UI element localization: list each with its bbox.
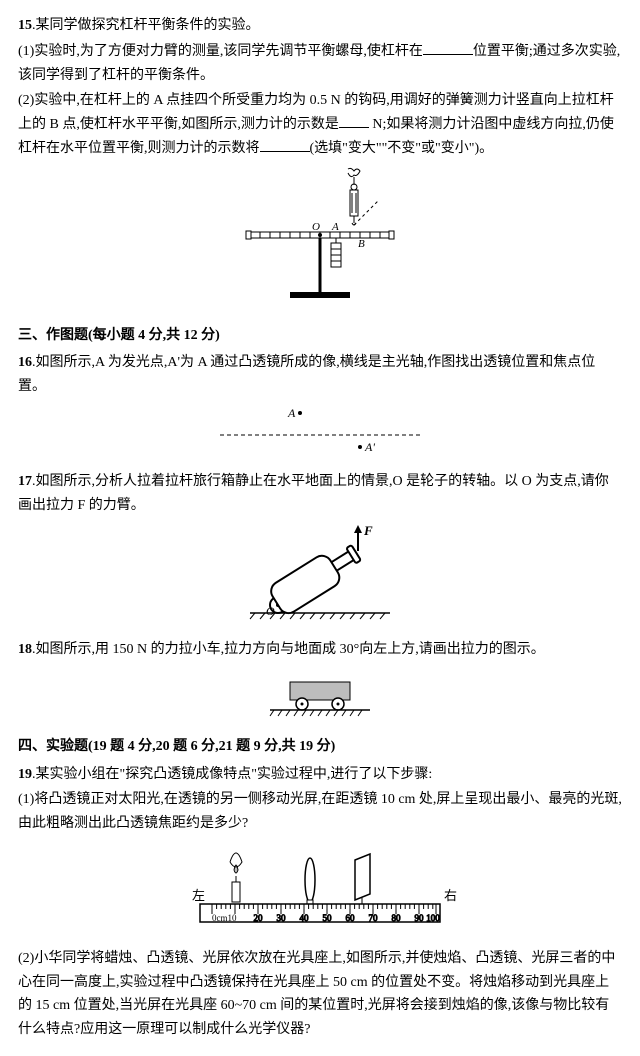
q17-num: 17	[18, 474, 32, 489]
q19-block: 19.某实验小组在"探究凸透镜成像特点"实验过程中,进行了以下步骤:	[18, 763, 622, 787]
q19-p1: (1)将凸透镜正对太阳光,在透镜的另一侧移动光屏,在距透镜 10 cm 处,屏上…	[18, 788, 622, 836]
q16-text: .如图所示,A 为发光点,A'为 A 通过凸透镜所成的像,横线是主光轴,作图找出…	[18, 355, 595, 394]
q16-num: 16	[18, 355, 32, 370]
q15-blank1	[423, 40, 473, 55]
q18-figure	[18, 668, 622, 727]
q15-p1: (1)实验时,为了方便对力臂的测量,该同学先调节平衡螺母,使杠杆在位置平衡;通过…	[18, 40, 622, 88]
svg-text:50: 50	[323, 913, 333, 923]
q15-block: 15.某同学做探究杠杆平衡条件的实验。	[18, 14, 622, 38]
q18-block: 18.如图所示,用 150 N 的力拉小车,拉力方向与地面成 30°向左上方,请…	[18, 638, 622, 662]
svg-text:F: F	[363, 523, 373, 538]
q15-title: .某同学做探究杠杆平衡条件的实验。	[32, 18, 260, 33]
svg-text:O: O	[312, 221, 320, 233]
q15-figure: O A B	[18, 167, 622, 316]
q18-num: 18	[18, 642, 32, 657]
q19-figure: 20 30 40 50 60 70 80 90 100 0cm10 左 右	[18, 842, 622, 941]
q18-text: .如图所示,用 150 N 的力拉小车,拉力方向与地面成 30°向左上方,请画出…	[32, 642, 545, 657]
q17-figure: O F	[18, 523, 622, 632]
svg-text:40: 40	[300, 913, 310, 923]
q17-text: .如图所示,分析人拉着拉杆旅行箱静止在水平地面上的情景,O 是轮子的转轴。以 O…	[18, 474, 609, 513]
svg-text:60: 60	[346, 913, 356, 923]
suitcase-diagram: O F	[240, 523, 400, 623]
section3-header: 三、作图题(每小题 4 分,共 12 分)	[18, 324, 622, 348]
q16-block: 16.如图所示,A 为发光点,A'为 A 通过凸透镜所成的像,横线是主光轴,作图…	[18, 351, 622, 399]
svg-text:20: 20	[254, 913, 264, 923]
svg-text:0cm10: 0cm10	[212, 913, 237, 923]
svg-text:右: 右	[444, 888, 457, 903]
svg-text:A: A	[331, 221, 339, 233]
svg-text:左: 左	[192, 888, 205, 903]
svg-text:70: 70	[369, 913, 379, 923]
svg-text:30: 30	[277, 913, 287, 923]
q15-blank2	[339, 113, 369, 128]
section4-header: 四、实验题(19 题 4 分,20 题 6 分,21 题 9 分,共 19 分)	[18, 735, 622, 759]
lens-axis: A A'	[210, 405, 430, 455]
q15-p2: (2)实验中,在杠杆上的 A 点挂四个所受重力均为 0.5 N 的钩码,用调好的…	[18, 89, 622, 160]
svg-text:80: 80	[392, 913, 402, 923]
cart-diagram	[260, 668, 380, 718]
q17-block: 17.如图所示,分析人拉着拉杆旅行箱静止在水平地面上的情景,O 是轮子的转轴。以…	[18, 470, 622, 518]
q15-p1a: (1)实验时,为了方便对力臂的测量,该同学先调节平衡螺母,使杠杆在	[18, 44, 423, 59]
q19-num: 19	[18, 767, 32, 782]
q15-blank3	[260, 137, 310, 152]
svg-text:O: O	[266, 604, 275, 618]
q19-intro: .某实验小组在"探究凸透镜成像特点"实验过程中,进行了以下步骤:	[32, 767, 432, 782]
optical-bench: 20 30 40 50 60 70 80 90 100 0cm10 左 右	[160, 842, 480, 932]
lever-diagram: O A B	[230, 167, 410, 307]
svg-text:90: 90	[415, 913, 425, 923]
svg-text:A': A'	[364, 440, 375, 454]
q19-p2: (2)小华同学将蜡烛、凸透镜、光屏依次放在光具座上,如图所示,并使烛焰、凸透镜、…	[18, 947, 622, 1042]
svg-text:100: 100	[426, 913, 440, 923]
q16-figure: A A'	[18, 405, 622, 464]
svg-text:A: A	[287, 406, 296, 420]
svg-text:B: B	[358, 238, 365, 250]
q15-num: 15	[18, 18, 32, 33]
q15-p2c: (选填"变大""不变"或"变小")。	[310, 141, 494, 156]
